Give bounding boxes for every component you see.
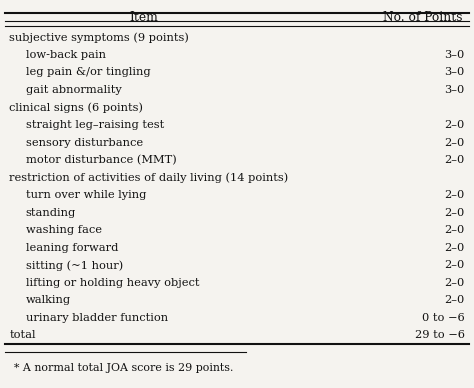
Text: total: total [9, 331, 36, 340]
Text: walking: walking [26, 295, 71, 305]
Text: leaning forward: leaning forward [26, 243, 118, 253]
Text: clinical signs (6 points): clinical signs (6 points) [9, 102, 144, 113]
Text: 3–0: 3–0 [444, 85, 465, 95]
Text: washing face: washing face [26, 225, 101, 235]
Text: low-back pain: low-back pain [26, 50, 106, 60]
Text: 2–0: 2–0 [444, 295, 465, 305]
Text: 2–0: 2–0 [444, 208, 465, 218]
Text: motor disturbance (MMT): motor disturbance (MMT) [26, 155, 176, 165]
Text: Item: Item [130, 12, 158, 24]
Text: 2–0: 2–0 [444, 138, 465, 147]
Text: 2–0: 2–0 [444, 260, 465, 270]
Text: * A normal total JOA score is 29 points.: * A normal total JOA score is 29 points. [14, 363, 233, 373]
Text: 29 to −6: 29 to −6 [415, 331, 465, 340]
Text: lifting or holding heavy object: lifting or holding heavy object [26, 278, 199, 288]
Text: sensory disturbance: sensory disturbance [26, 138, 143, 147]
Text: standing: standing [26, 208, 76, 218]
Text: 2–0: 2–0 [444, 243, 465, 253]
Text: leg pain &/or tingling: leg pain &/or tingling [26, 68, 150, 78]
Text: urinary bladder function: urinary bladder function [26, 313, 168, 323]
Text: straight leg–raising test: straight leg–raising test [26, 120, 164, 130]
Text: 3–0: 3–0 [444, 68, 465, 78]
Text: 2–0: 2–0 [444, 120, 465, 130]
Text: turn over while lying: turn over while lying [26, 190, 146, 200]
Text: gait abnormality: gait abnormality [26, 85, 121, 95]
Text: sitting (~1 hour): sitting (~1 hour) [26, 260, 123, 270]
Text: 3–0: 3–0 [444, 50, 465, 60]
Text: 2–0: 2–0 [444, 225, 465, 235]
Text: subjective symptoms (9 points): subjective symptoms (9 points) [9, 32, 189, 43]
Text: 2–0: 2–0 [444, 278, 465, 288]
Text: 2–0: 2–0 [444, 155, 465, 165]
Text: 0 to −6: 0 to −6 [422, 313, 465, 323]
Text: 2–0: 2–0 [444, 190, 465, 200]
Text: restriction of activities of daily living (14 points): restriction of activities of daily livin… [9, 172, 289, 183]
Text: No. of Points: No. of Points [383, 12, 462, 24]
